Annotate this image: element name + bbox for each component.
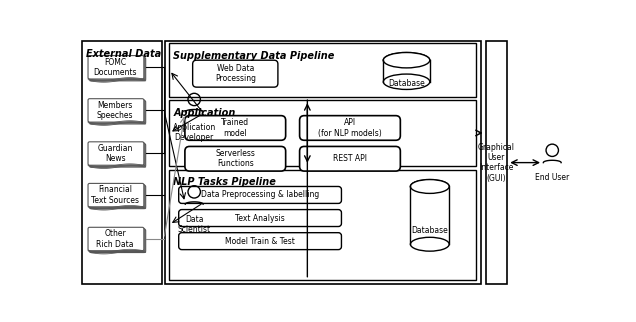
FancyBboxPatch shape xyxy=(179,233,342,250)
Text: Guardian
News: Guardian News xyxy=(97,144,133,163)
Text: Data
Scientist: Data Scientist xyxy=(177,215,211,234)
FancyBboxPatch shape xyxy=(193,60,278,87)
FancyBboxPatch shape xyxy=(88,99,144,122)
Bar xyxy=(169,43,476,97)
FancyBboxPatch shape xyxy=(89,99,145,123)
FancyBboxPatch shape xyxy=(185,147,286,171)
Bar xyxy=(165,41,481,284)
FancyBboxPatch shape xyxy=(179,210,342,226)
Text: Trained
model: Trained model xyxy=(221,118,249,138)
Text: Members
Speeches: Members Speeches xyxy=(97,101,134,120)
FancyBboxPatch shape xyxy=(90,185,146,209)
Text: Database: Database xyxy=(411,226,448,235)
FancyBboxPatch shape xyxy=(88,56,144,79)
FancyBboxPatch shape xyxy=(90,229,146,252)
FancyBboxPatch shape xyxy=(185,116,286,140)
FancyBboxPatch shape xyxy=(88,227,144,251)
Text: Web Data
Processing: Web Data Processing xyxy=(215,64,256,83)
Text: Graphical
User
Interface
(GUI): Graphical User Interface (GUI) xyxy=(478,143,515,183)
Text: Text Analysis: Text Analysis xyxy=(235,213,285,223)
Text: Financial
Text Sources: Financial Text Sources xyxy=(91,185,139,205)
Text: External Data: External Data xyxy=(86,49,161,59)
FancyBboxPatch shape xyxy=(179,186,342,204)
Text: End User: End User xyxy=(535,173,569,182)
FancyBboxPatch shape xyxy=(89,143,145,166)
Ellipse shape xyxy=(410,237,449,251)
Bar xyxy=(82,41,162,284)
Text: API
(for NLP models): API (for NLP models) xyxy=(318,118,382,138)
Bar xyxy=(169,100,476,166)
Text: Serverless
Functions: Serverless Functions xyxy=(216,149,255,168)
FancyBboxPatch shape xyxy=(88,142,144,165)
FancyBboxPatch shape xyxy=(89,228,145,251)
Text: Application
Developer: Application Developer xyxy=(172,123,216,142)
FancyBboxPatch shape xyxy=(90,144,146,167)
Text: Data Preprocessing & labelling: Data Preprocessing & labelling xyxy=(201,190,319,199)
Text: Application: Application xyxy=(173,108,236,118)
FancyBboxPatch shape xyxy=(89,184,145,208)
Text: Database: Database xyxy=(388,79,425,88)
Text: FOMC
Documents: FOMC Documents xyxy=(93,58,137,77)
Text: REST API: REST API xyxy=(333,154,367,163)
Text: Other
Rich Data: Other Rich Data xyxy=(97,229,134,249)
Text: NLP Tasks Pipeline: NLP Tasks Pipeline xyxy=(173,177,276,187)
Bar xyxy=(486,41,508,284)
Ellipse shape xyxy=(410,180,449,194)
FancyBboxPatch shape xyxy=(300,147,400,171)
Ellipse shape xyxy=(384,52,430,68)
FancyBboxPatch shape xyxy=(88,184,144,207)
Ellipse shape xyxy=(384,52,430,68)
Text: Supplementary Data Pipeline: Supplementary Data Pipeline xyxy=(173,51,335,61)
Bar xyxy=(384,60,430,82)
FancyBboxPatch shape xyxy=(90,57,146,81)
FancyBboxPatch shape xyxy=(89,56,145,80)
Ellipse shape xyxy=(410,180,449,194)
Text: Model Train & Test: Model Train & Test xyxy=(225,237,295,246)
Ellipse shape xyxy=(384,74,430,90)
FancyBboxPatch shape xyxy=(90,100,146,124)
Bar xyxy=(410,186,449,244)
Bar xyxy=(169,170,476,279)
FancyBboxPatch shape xyxy=(300,116,400,140)
